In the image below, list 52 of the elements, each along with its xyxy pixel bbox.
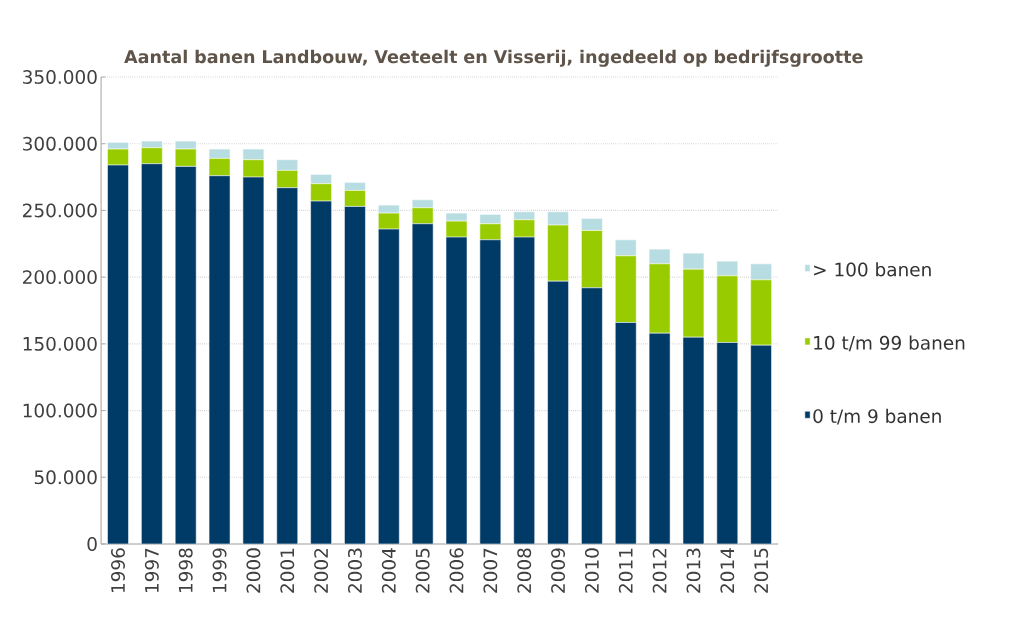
bar <box>107 164 129 544</box>
bar <box>513 236 535 544</box>
bar <box>174 166 197 544</box>
bar <box>614 322 637 544</box>
bar <box>648 332 671 544</box>
x-tick-label: 2008 <box>517 548 532 593</box>
bar <box>141 163 163 544</box>
x-tick-label: 2011 <box>618 548 633 593</box>
chart-title: Aantal banen Landbouw, Veeteelt en Visserij, ingedeeld op bedrijfsgrootte <box>124 49 863 67</box>
x-tick-label: 2015 <box>754 548 769 593</box>
bar <box>682 336 705 544</box>
y-tick-label: 0 <box>87 537 97 551</box>
y-tick-label: 100.000 <box>23 403 97 418</box>
x-tick-label: 1998 <box>178 548 193 593</box>
bar <box>378 228 400 544</box>
x-tick-label: 2001 <box>280 548 295 593</box>
x-tick-label: 1996 <box>111 548 125 593</box>
legend-label: 0 t/m 9 banen <box>813 408 941 425</box>
bar <box>581 287 603 544</box>
x-tick-label: 2005 <box>415 548 430 593</box>
bar <box>208 175 231 544</box>
y-tick-label: 150.000 <box>23 336 97 351</box>
bar <box>750 344 772 544</box>
bar <box>547 280 569 544</box>
bar <box>276 187 299 544</box>
x-tick-label: 2007 <box>483 548 498 593</box>
bar <box>411 223 434 544</box>
bar <box>242 176 265 544</box>
y-tick-label: 50.000 <box>34 470 97 485</box>
bar <box>479 239 502 544</box>
bar <box>344 206 366 544</box>
x-tick-label: 1999 <box>212 548 227 593</box>
x-tick-label: 2009 <box>551 548 566 593</box>
bar <box>310 200 332 544</box>
x-tick-label: 2014 <box>720 548 735 593</box>
bar <box>716 342 739 544</box>
legend-label: > 100 banen <box>814 262 931 277</box>
y-tick-label: 350.000 <box>23 70 97 84</box>
legend-label: 10 t/m 99 banen <box>814 335 965 352</box>
x-tick-label: 2013 <box>686 548 701 593</box>
x-tick-label: 2000 <box>246 548 261 593</box>
x-tick-label: 2010 <box>584 548 599 593</box>
x-tick-label: 1997 <box>144 548 159 593</box>
y-tick-label: 300.000 <box>23 136 97 151</box>
x-tick-label: 2012 <box>652 548 667 593</box>
bar <box>445 236 468 544</box>
x-tick-label: 2003 <box>347 548 362 593</box>
y-tick-label: 250.000 <box>23 203 97 218</box>
x-tick-label: 2002 <box>314 548 329 593</box>
y-tick-label: 200.000 <box>23 270 97 285</box>
x-tick-label: 2006 <box>449 548 464 593</box>
x-tick-label: 2004 <box>381 548 396 593</box>
